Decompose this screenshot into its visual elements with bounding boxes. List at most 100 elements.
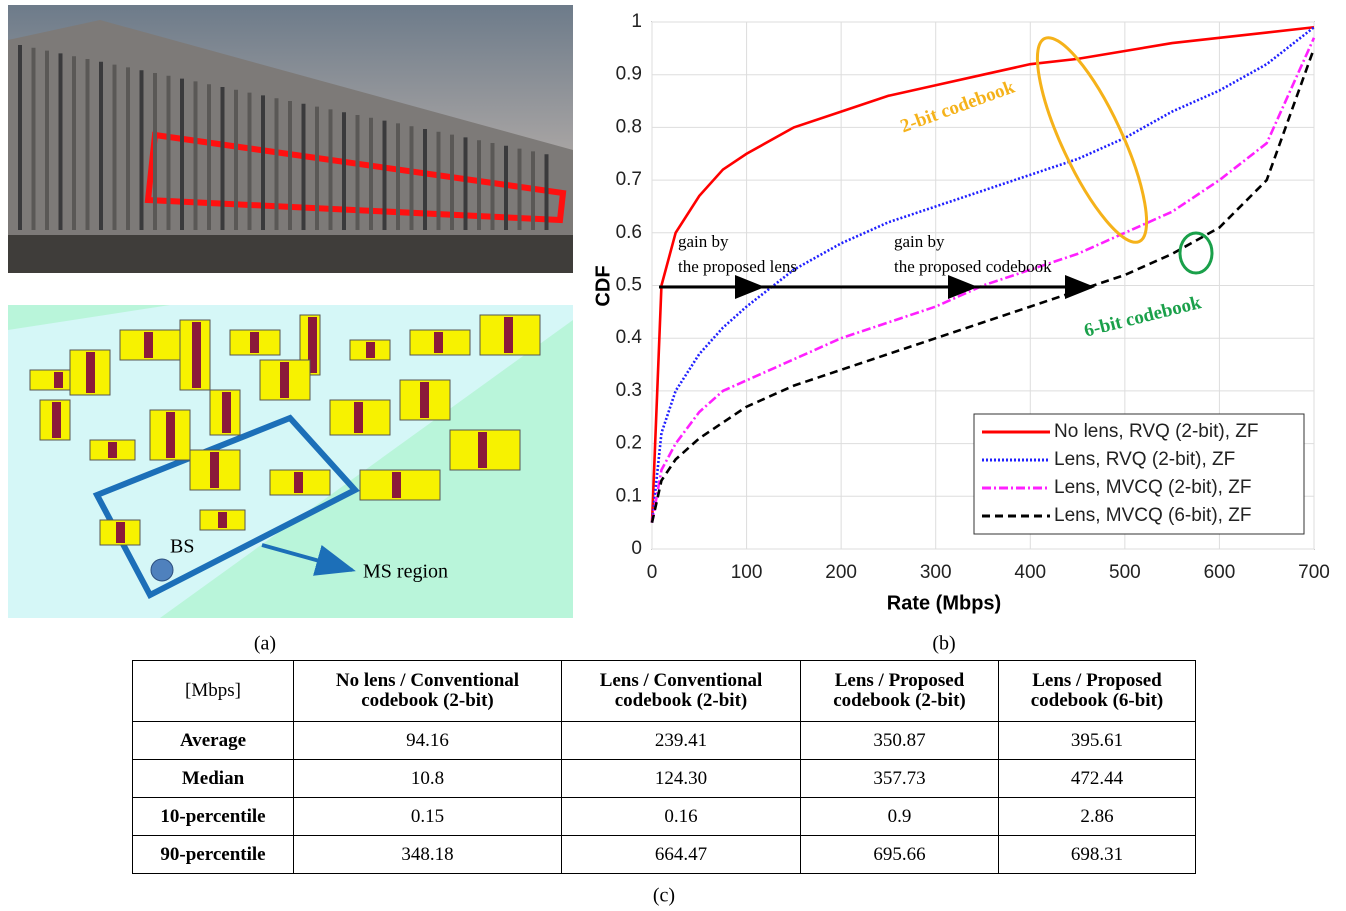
table-cell: 0.15 [293, 797, 562, 836]
x-tick-label: 0 [647, 562, 658, 583]
results-table: [Mbps] No lens / Conventional codebook (… [132, 660, 1196, 874]
caption-b: (b) [932, 633, 955, 655]
y-tick-label: 0.2 [616, 433, 642, 454]
header-cell: No lens / Conventional codebook (2-bit) [293, 660, 562, 722]
table-cell: 0.9 [800, 797, 999, 836]
table-row: Median 10.8 124.30 357.73 472.44 [132, 759, 1196, 798]
table-cell: 348.18 [293, 835, 562, 874]
y-tick-label: 0.6 [616, 222, 642, 243]
door [144, 332, 153, 358]
table-cell: 239.41 [561, 721, 801, 760]
codebook-ellipse [1178, 231, 1214, 275]
table-cell: 10.8 [293, 759, 562, 798]
series-line [650, 26, 1315, 523]
door [280, 362, 289, 398]
table-cell: 350.87 [800, 721, 999, 760]
annotation: gain by [678, 232, 729, 251]
door [218, 512, 227, 528]
door [86, 352, 95, 393]
door [478, 432, 487, 468]
ms-label: MS region [363, 561, 448, 583]
table-cell: 357.73 [800, 759, 999, 798]
legend-label: Lens, MVCQ (6-bit), ZF [1054, 505, 1251, 526]
table-cell: 472.44 [998, 759, 1196, 798]
door [210, 452, 219, 488]
door [308, 317, 317, 373]
series-line [650, 25, 1315, 523]
cdf-chart: 0 0.1 0.2 0.3 0.4 0.5 0.6 0.7 0.8 0.9 1 0 100 200 300 4… [592, 11, 1330, 614]
floor-plan: BS MS region [8, 305, 573, 618]
x-tick-label: 600 [1204, 562, 1236, 583]
x-tick-label: 500 [1109, 562, 1141, 583]
table-cell: 664.47 [561, 835, 801, 874]
door [294, 472, 303, 493]
y-tick-label: 0.8 [616, 116, 642, 137]
table-cell: 2.86 [998, 797, 1196, 836]
annotation: the proposed lens [678, 257, 797, 276]
door [434, 332, 443, 353]
table-cell: 94.16 [293, 721, 562, 760]
door [354, 402, 363, 433]
legend: No lens, RVQ (2-bit), ZF Lens, RVQ (2-bit… [973, 413, 1305, 535]
annotation: the proposed codebook [894, 257, 1052, 276]
table-cell: 698.31 [998, 835, 1196, 874]
door [192, 322, 201, 388]
y-tick-label: 0.5 [616, 275, 642, 296]
door [166, 412, 175, 458]
x-tick-label: 400 [1014, 562, 1046, 583]
bs-label: BS [170, 536, 194, 558]
row-header: 90-percentile [132, 835, 294, 874]
ground [8, 235, 573, 273]
x-tick-label: 300 [920, 562, 952, 583]
ms-region-box [92, 414, 360, 600]
codebook-ellipse [1035, 36, 1149, 244]
y-tick-label: 0.3 [616, 380, 642, 401]
table-cell: 395.61 [998, 721, 1196, 760]
table-cell: 695.66 [800, 835, 999, 874]
header-cell: [Mbps] [132, 660, 294, 722]
y-tick-label: 0.9 [616, 64, 642, 85]
building-photo [8, 5, 573, 273]
bs-marker [150, 558, 174, 582]
door [108, 442, 117, 458]
caption-c: (c) [653, 885, 675, 907]
legend-box [973, 413, 1305, 535]
row-header: Median [132, 759, 294, 798]
table-cell: 124.30 [561, 759, 801, 798]
door [116, 522, 125, 543]
table-row: 90-percentile 348.18 664.47 695.66 698.31 [132, 835, 1196, 874]
x-tick-label: 100 [731, 562, 763, 583]
y-tick-label: 0.7 [616, 169, 642, 190]
header-cell: Lens / Proposed codebook (6-bit) [998, 660, 1196, 722]
table-row: Average 94.16 239.41 350.87 395.61 [132, 721, 1196, 760]
series-line [650, 37, 1316, 523]
door [250, 332, 259, 353]
y-tick-label: 0 [631, 538, 642, 559]
table-row: 10-percentile 0.15 0.16 0.9 2.86 [132, 797, 1196, 836]
x-tick-label: 700 [1298, 562, 1330, 583]
row-header: Average [132, 721, 294, 760]
legend-label: No lens, RVQ (2-bit), ZF [1054, 421, 1258, 442]
header-row: [Mbps] No lens / Conventional codebook (… [132, 660, 1196, 722]
door [420, 382, 429, 418]
y-tick-label: 1 [631, 11, 642, 32]
table-body: Average 94.16 239.41 350.87 395.61 Median 10.8… [132, 721, 1196, 874]
door [52, 402, 61, 438]
y-tick-label: 0.4 [616, 327, 643, 348]
ms-arrow [261, 543, 356, 576]
door [54, 372, 63, 388]
y-axis-label: CDF [592, 265, 614, 306]
x-axis-label: Rate (Mbps) [887, 592, 1001, 614]
caption-a: (a) [254, 633, 276, 655]
door [504, 317, 513, 353]
door [366, 342, 375, 358]
legend-label: Lens, MVCQ (2-bit), ZF [1054, 477, 1251, 498]
annotation: gain by [894, 232, 945, 251]
door [222, 392, 231, 433]
table-cell: 0.16 [561, 797, 801, 836]
y-tick-label: 0.1 [616, 485, 642, 506]
legend-label: Lens, RVQ (2-bit), ZF [1054, 449, 1235, 470]
